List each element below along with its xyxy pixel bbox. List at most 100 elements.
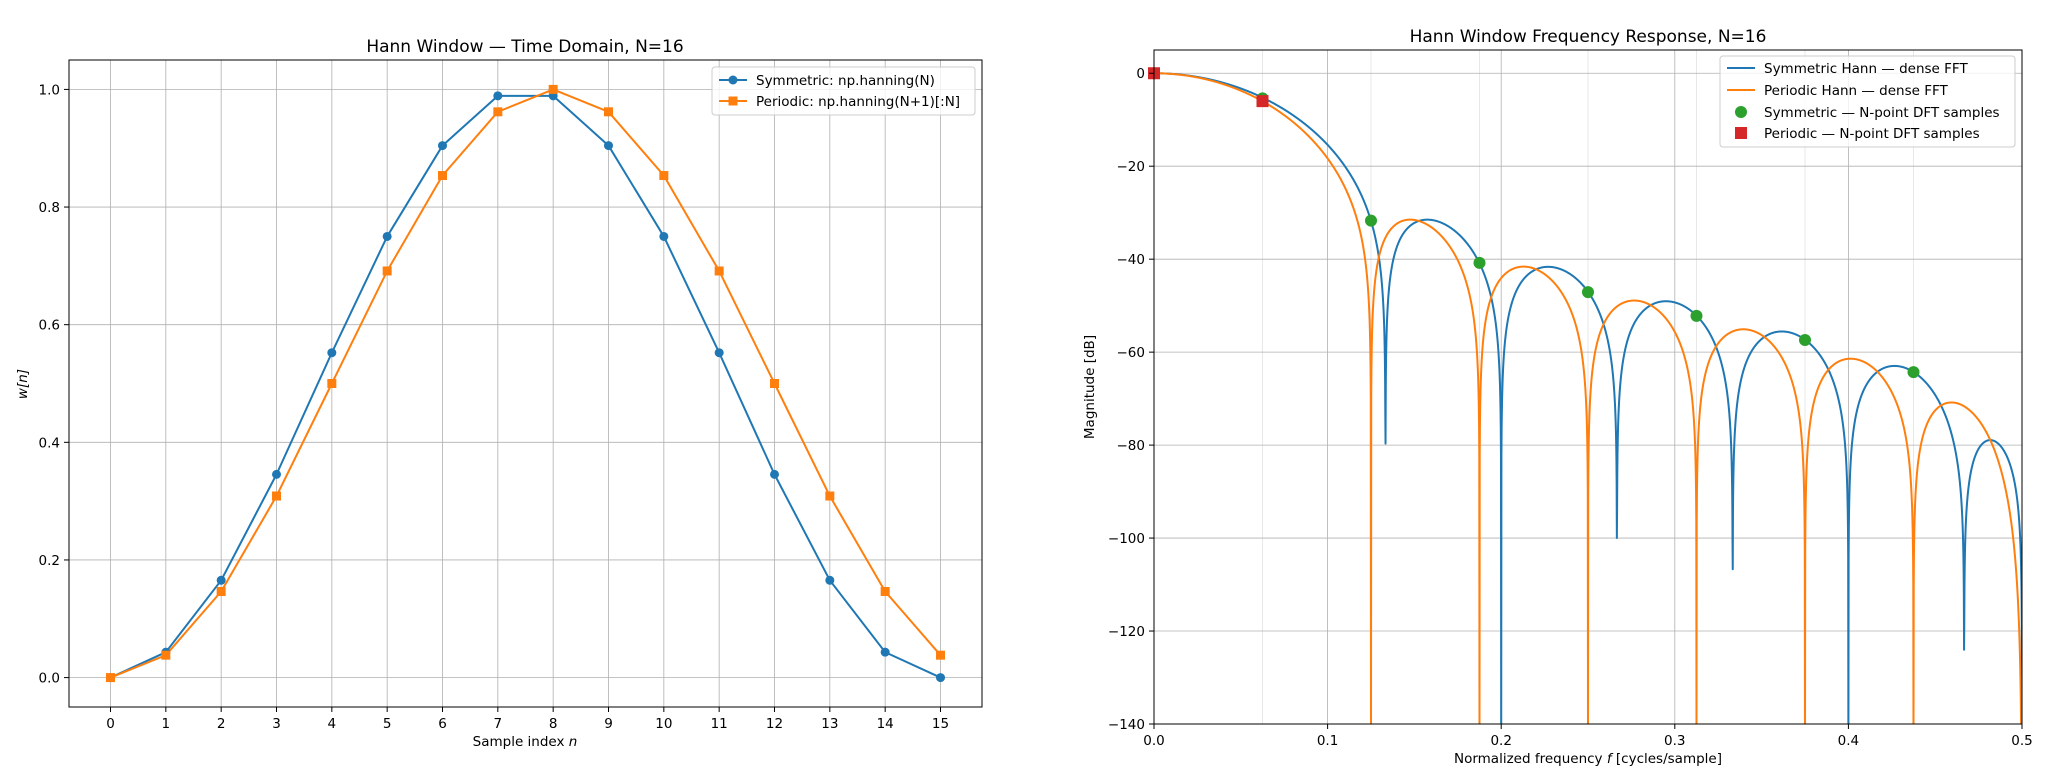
frequency-legend-box bbox=[1719, 55, 2016, 148]
frequency-title: Hann Window Frequency Response, N=16 bbox=[1410, 27, 1767, 47]
frequency-ticks: 0.0 0.1 0.2 0.3 0.4 0.5 0 −20 −40 −60 −80 −100 −120 −… bbox=[1108, 66, 2033, 749]
time-domain-xtick-label: 4 bbox=[328, 716, 337, 732]
frequency-xlabel-variable: f bbox=[1607, 751, 1614, 767]
periodic-point bbox=[659, 171, 669, 181]
periodic-point bbox=[714, 266, 724, 276]
periodic-point bbox=[161, 650, 171, 660]
time-domain-ytick-label: 0.2 bbox=[39, 553, 60, 569]
frequency-ytick-label: −20 bbox=[1117, 159, 1146, 175]
time-domain-xtick-label: 2 bbox=[217, 716, 226, 732]
time-domain-legend-box bbox=[711, 66, 976, 116]
symmetric-point bbox=[659, 231, 669, 241]
periodic-point bbox=[880, 586, 890, 596]
time-domain-title: Hann Window — Time Domain, N=16 bbox=[366, 37, 683, 57]
time-domain-xtick-label: 15 bbox=[932, 716, 949, 732]
periodic-point bbox=[106, 673, 115, 683]
time-domain-lines bbox=[110, 88, 942, 679]
symmetric-point bbox=[770, 469, 779, 479]
periodic-dft-sample-point bbox=[1256, 95, 1269, 108]
time-domain-legend: Symmetric: np.hanning(N) Periodic: np.ha… bbox=[711, 66, 976, 116]
periodic-point bbox=[493, 107, 503, 117]
time-domain-ylabel: w[n] bbox=[15, 369, 31, 399]
periodic-point bbox=[272, 491, 281, 501]
symmetric-point bbox=[825, 575, 835, 585]
time-domain-xlabel-text: Sample index bbox=[473, 734, 569, 750]
time-domain-ticks: 0 1 2 3 4 5 6 7 8 9 10 11 12 13 14 150.00.20.40.60.81.0 bbox=[39, 82, 950, 732]
symmetric-point bbox=[936, 673, 945, 683]
symmetric-point bbox=[880, 647, 890, 657]
symmetric-point bbox=[493, 91, 503, 101]
frequency-legend-symmetric-dense-label: Symmetric Hann — dense FFT bbox=[1764, 61, 1968, 77]
time-domain-xtick-label: 10 bbox=[655, 716, 672, 732]
symmetric-point bbox=[438, 141, 447, 151]
symmetric-dft-sample-point bbox=[1365, 214, 1377, 227]
frequency-legend-symmetric-dft-label: Symmetric — N-point DFT samples bbox=[1764, 105, 2000, 121]
periodic-point bbox=[216, 586, 226, 596]
frequency-panel: Hann Window Frequency Response, N=16 0.0… bbox=[1082, 27, 2033, 767]
frequency-xtick-label: 0.4 bbox=[1838, 733, 1859, 749]
frequency-xtick-label: 0.0 bbox=[1143, 733, 1164, 749]
time-domain-xtick-label: 0 bbox=[106, 716, 115, 732]
periodic-point bbox=[770, 379, 779, 388]
frequency-xtick-label: 0.1 bbox=[1317, 733, 1338, 749]
frequency-xtick-label: 0.3 bbox=[1664, 733, 1685, 749]
symmetric-point bbox=[382, 231, 392, 241]
time-domain-xtick-label: 9 bbox=[604, 716, 613, 732]
time-domain-xtick-label: 5 bbox=[383, 716, 392, 732]
periodic-point bbox=[382, 266, 392, 276]
time-domain-ytick-label: 0.0 bbox=[39, 671, 60, 687]
periodic-point bbox=[438, 171, 447, 181]
frequency-ytick-label: −80 bbox=[1117, 438, 1146, 454]
frequency-markers bbox=[1148, 67, 1920, 379]
time-domain-xlabel: Sample index n bbox=[473, 734, 578, 750]
frequency-xlabel: Normalized frequency f [cycles/sample] bbox=[1454, 751, 1722, 767]
time-domain-legend-periodic-marker bbox=[728, 96, 738, 106]
time-domain-legend-symmetric-label: Symmetric: np.hanning(N) bbox=[756, 73, 935, 89]
frequency-ytick-label: −40 bbox=[1117, 252, 1146, 268]
frequency-ytick-label: −60 bbox=[1117, 345, 1146, 361]
frequency-legend-periodic-dft-label: Periodic — N-point DFT samples bbox=[1764, 126, 1980, 142]
time-domain-xtick-label: 3 bbox=[272, 716, 281, 732]
time-domain-xlabel-variable: n bbox=[569, 734, 578, 750]
symmetric-series-line bbox=[110, 94, 941, 679]
symmetric-point bbox=[714, 348, 724, 358]
symmetric-dft-sample-point bbox=[1473, 256, 1486, 269]
frequency-xlabel-prefix: Normalized frequency bbox=[1454, 751, 1607, 767]
time-domain-ytick-label: 0.6 bbox=[39, 318, 60, 334]
frequency-plot-frame bbox=[1153, 49, 2023, 725]
periodic-point bbox=[604, 107, 613, 117]
symmetric-point bbox=[216, 575, 226, 585]
time-domain-xtick-label: 8 bbox=[549, 716, 558, 732]
periodic-dense-fft-line bbox=[1154, 72, 2022, 724]
frequency-xlabel-suffix: [cycles/sample] bbox=[1612, 751, 1722, 767]
frequency-legend-periodic-dft-marker bbox=[1735, 127, 1747, 139]
time-domain-grid bbox=[69, 60, 982, 707]
frequency-legend-periodic-dense-label: Periodic Hann — dense FFT bbox=[1764, 83, 1949, 99]
time-domain-xtick-label: 12 bbox=[766, 716, 783, 732]
periodic-series-line bbox=[110, 88, 942, 679]
symmetric-dft-sample-point bbox=[1799, 334, 1811, 347]
time-domain-xtick-label: 11 bbox=[711, 716, 728, 732]
time-domain-xtick-label: 13 bbox=[821, 716, 838, 732]
frequency-ytick-label: −120 bbox=[1108, 624, 1145, 640]
periodic-point bbox=[936, 650, 945, 660]
symmetric-point bbox=[327, 348, 337, 358]
time-domain-xtick-label: 14 bbox=[877, 716, 894, 732]
time-domain-plot-frame bbox=[68, 59, 983, 708]
frequency-ytick-label: −100 bbox=[1108, 531, 1145, 547]
time-domain-legend-periodic-label: Periodic: np.hanning(N+1)[:N] bbox=[756, 94, 960, 110]
symmetric-dft-sample-point bbox=[1582, 286, 1594, 299]
time-domain-xtick-label: 6 bbox=[438, 716, 447, 732]
time-domain-legend-symmetric-marker bbox=[728, 75, 738, 85]
symmetric-point bbox=[272, 469, 281, 479]
time-domain-xtick-label: 7 bbox=[494, 716, 503, 732]
time-domain-markers bbox=[106, 84, 945, 683]
periodic-point bbox=[548, 84, 558, 94]
time-domain-ytick-label: 1.0 bbox=[39, 82, 60, 98]
symmetric-point bbox=[604, 141, 613, 151]
frequency-legend-symmetric-dft-marker bbox=[1735, 106, 1747, 118]
frequency-ylabel: Magnitude [dB] bbox=[1082, 335, 1098, 439]
